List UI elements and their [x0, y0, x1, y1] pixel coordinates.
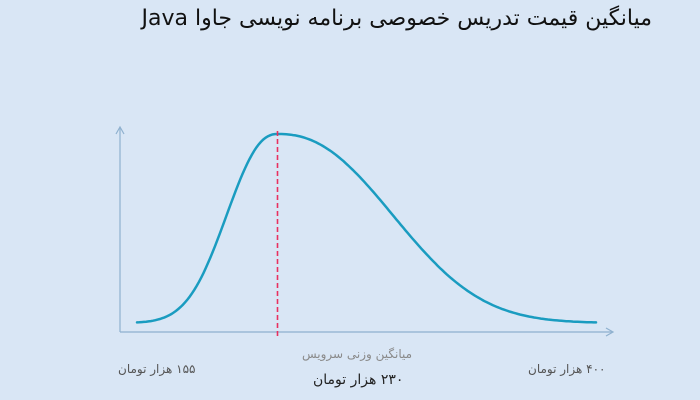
x-axis-arrow	[605, 327, 615, 337]
x-max-label: ۴۰۰ هزار تومان	[528, 362, 606, 376]
mean-value-label: ۲۳۰ هزار تومان	[313, 372, 404, 388]
y-axis-arrow	[115, 125, 125, 135]
distribution-curve	[135, 132, 598, 324]
chart-title: میانگین قیمت تدریس خصوصی برنامه نویسی جا…	[141, 6, 652, 31]
x-min-label: ۱۵۵ هزار تومان	[118, 362, 196, 376]
mean-caption: میانگین وزنی سرویس	[302, 347, 413, 361]
